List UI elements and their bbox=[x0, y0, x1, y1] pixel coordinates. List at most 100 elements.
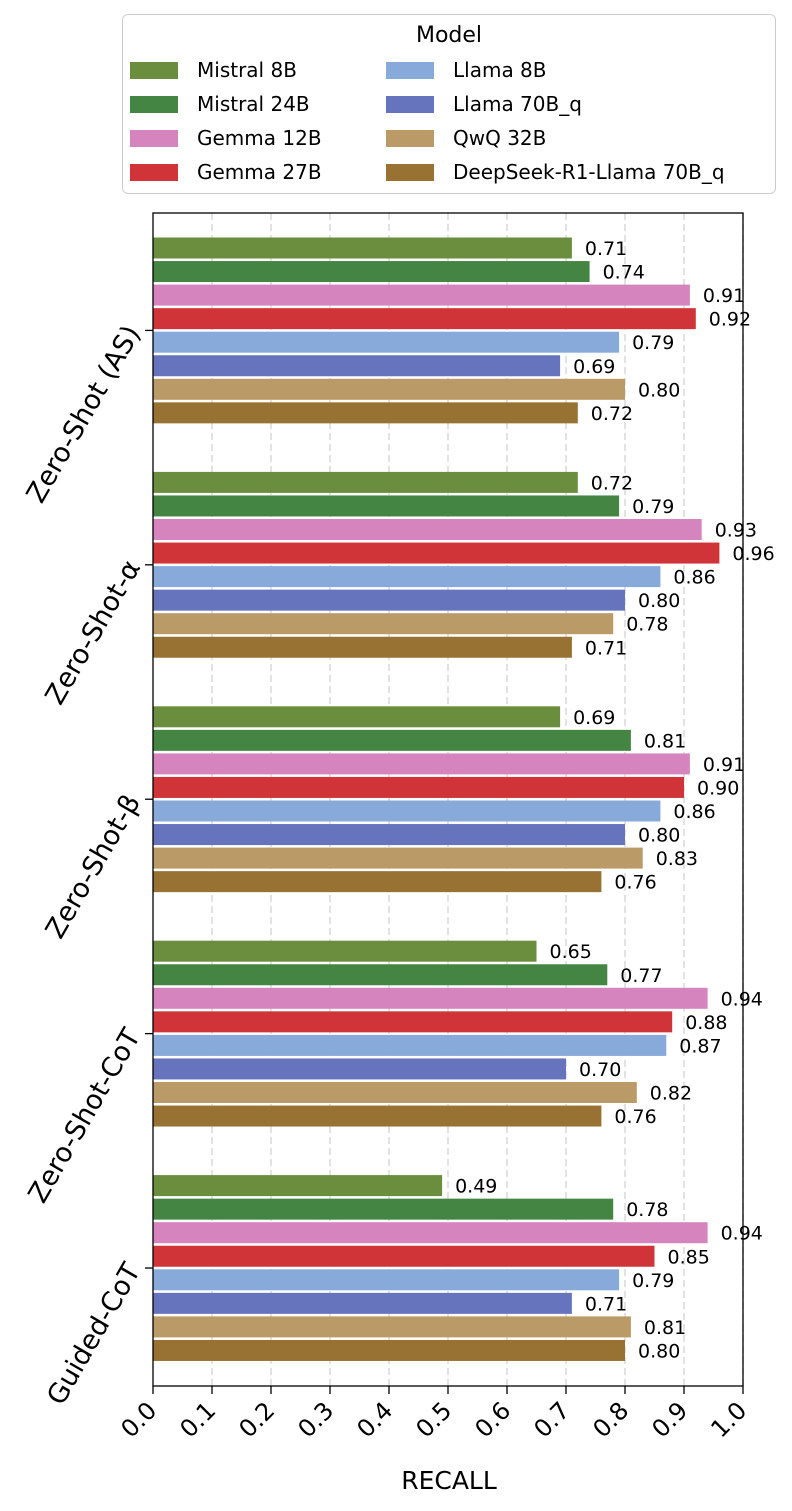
data-label: 0.80 bbox=[638, 1340, 680, 1362]
x-tick-label: 0.1 bbox=[174, 1396, 221, 1443]
data-label: 0.93 bbox=[715, 520, 757, 542]
data-label: 0.96 bbox=[732, 543, 774, 565]
bar-deepseek-r1-llama-70b-q-zero-shot bbox=[153, 636, 572, 658]
data-label: 0.91 bbox=[703, 754, 745, 776]
bar-llama-70b-q-zero-shot-as bbox=[153, 355, 561, 377]
legend-label: Gemma 27B bbox=[197, 160, 322, 184]
x-tick-label: 0.8 bbox=[587, 1396, 634, 1443]
data-label: 0.69 bbox=[573, 356, 615, 378]
bar-deepseek-r1-llama-70b-q-zero-shot-cot bbox=[153, 1105, 602, 1127]
data-label: 0.76 bbox=[614, 1106, 656, 1128]
data-label: 0.87 bbox=[679, 1035, 721, 1057]
bar-mistral-8b-zero-shot bbox=[153, 471, 578, 493]
data-label: 0.91 bbox=[703, 285, 745, 307]
data-label: 0.80 bbox=[638, 379, 680, 401]
data-label: 0.71 bbox=[585, 238, 627, 260]
x-tick-label: 0.4 bbox=[351, 1396, 398, 1443]
bar-qwq-32b-guided-cot bbox=[153, 1316, 631, 1338]
category-label: Zero-Shot-α bbox=[40, 555, 147, 710]
legend-item-mistral-8b: Mistral 8B bbox=[130, 58, 297, 82]
bar-mistral-8b-zero-shot bbox=[153, 706, 561, 728]
bar-mistral-24b-zero-shot-as bbox=[153, 261, 590, 283]
bar-mistral-24b-zero-shot bbox=[153, 729, 631, 751]
bar-deepseek-r1-llama-70b-q-zero-shot-as bbox=[153, 402, 578, 424]
legend-swatch bbox=[130, 61, 178, 79]
bar-llama-70b-q-guided-cot bbox=[153, 1292, 572, 1314]
bar-gemma-12b-zero-shot-as bbox=[153, 284, 690, 306]
legend-item-llama-70b-q: Llama 70B_q bbox=[386, 92, 582, 116]
data-label: 0.80 bbox=[638, 590, 680, 612]
data-label: 0.79 bbox=[632, 496, 674, 518]
bar-gemma-27b-zero-shot bbox=[153, 776, 684, 798]
x-tick-label: 0.0 bbox=[115, 1396, 162, 1443]
legend-item-gemma-27b: Gemma 27B bbox=[130, 160, 322, 184]
data-label: 0.79 bbox=[632, 332, 674, 354]
legend-label: Gemma 12B bbox=[197, 126, 322, 150]
data-label: 0.71 bbox=[585, 1293, 627, 1315]
data-label: 0.86 bbox=[673, 567, 715, 589]
legend-swatch bbox=[386, 95, 434, 113]
data-label: 0.49 bbox=[455, 1176, 497, 1198]
legend-item-qwq-32b: QwQ 32B bbox=[386, 126, 546, 150]
data-label: 0.86 bbox=[673, 801, 715, 823]
bar-llama-8b-zero-shot-cot bbox=[153, 1034, 667, 1056]
data-label: 0.81 bbox=[644, 730, 686, 752]
legend-item-mistral-24b: Mistral 24B bbox=[130, 92, 310, 116]
bar-llama-8b-zero-shot-as bbox=[153, 331, 620, 353]
legend-swatch bbox=[130, 95, 178, 113]
x-tick-label: 0.9 bbox=[646, 1396, 693, 1443]
x-tick-label: 0.3 bbox=[292, 1396, 339, 1443]
legend-label: Llama 8B bbox=[453, 58, 547, 82]
data-label: 0.92 bbox=[709, 309, 751, 331]
bar-mistral-24b-guided-cot bbox=[153, 1198, 614, 1220]
bar-gemma-27b-zero-shot-as bbox=[153, 308, 696, 330]
data-label: 0.88 bbox=[685, 1012, 727, 1034]
category-label: Guided-CoT bbox=[41, 1258, 147, 1411]
bar-llama-8b-zero-shot bbox=[153, 800, 661, 822]
data-label: 0.81 bbox=[644, 1317, 686, 1339]
bar-mistral-24b-zero-shot-cot bbox=[153, 964, 608, 986]
legend-title: Model bbox=[415, 23, 483, 48]
legend-label: Mistral 8B bbox=[197, 58, 297, 82]
bar-deepseek-r1-llama-70b-q-zero-shot bbox=[153, 871, 602, 893]
x-tick-label: 0.2 bbox=[233, 1396, 280, 1443]
x-axis-label: RECALL bbox=[401, 1466, 497, 1495]
bars bbox=[153, 237, 720, 1361]
bar-llama-8b-guided-cot bbox=[153, 1269, 620, 1291]
data-label: 0.69 bbox=[573, 707, 615, 729]
bar-deepseek-r1-llama-70b-q-guided-cot bbox=[153, 1339, 625, 1361]
data-label: 0.72 bbox=[591, 403, 633, 425]
data-labels: 0.710.740.910.920.790.690.800.720.720.79… bbox=[455, 238, 775, 1362]
legend-swatch bbox=[386, 61, 434, 79]
bar-llama-70b-q-zero-shot bbox=[153, 589, 625, 611]
bar-mistral-8b-zero-shot-cot bbox=[153, 940, 537, 962]
data-label: 0.83 bbox=[656, 848, 698, 870]
legend-item-llama-8b: Llama 8B bbox=[386, 58, 547, 82]
bar-gemma-27b-guided-cot bbox=[153, 1245, 655, 1267]
data-label: 0.72 bbox=[591, 472, 633, 494]
legend-label: Llama 70B_q bbox=[453, 92, 582, 116]
legend-item-deepseek-r1-llama-70b-q: DeepSeek-R1-Llama 70B_q bbox=[386, 160, 725, 184]
data-label: 0.85 bbox=[668, 1246, 710, 1268]
data-label: 0.94 bbox=[721, 1223, 763, 1245]
legend-swatch bbox=[130, 163, 178, 181]
legend: Model Mistral 8B Mistral 24B Gemma 12B Gemm… bbox=[122, 14, 776, 194]
bar-mistral-8b-guided-cot bbox=[153, 1175, 443, 1197]
bar-mistral-24b-zero-shot bbox=[153, 495, 620, 517]
legend-swatch bbox=[386, 163, 434, 181]
bar-gemma-27b-zero-shot bbox=[153, 542, 720, 564]
data-label: 0.78 bbox=[626, 1199, 668, 1221]
bar-gemma-12b-guided-cot bbox=[153, 1222, 708, 1244]
x-tick-label: 0.6 bbox=[469, 1396, 516, 1443]
bar-gemma-27b-zero-shot-cot bbox=[153, 1011, 673, 1033]
legend-label: QwQ 32B bbox=[453, 126, 547, 150]
data-label: 0.74 bbox=[603, 262, 645, 284]
legend-label: DeepSeek-R1-Llama 70B_q bbox=[453, 160, 725, 184]
bar-qwq-32b-zero-shot-as bbox=[153, 378, 625, 400]
data-label: 0.76 bbox=[614, 872, 656, 894]
bar-gemma-12b-zero-shot-cot bbox=[153, 987, 708, 1009]
legend-swatch bbox=[386, 129, 434, 147]
category-label: Zero-Shot-β bbox=[40, 789, 147, 944]
bar-llama-70b-q-zero-shot bbox=[153, 824, 625, 846]
